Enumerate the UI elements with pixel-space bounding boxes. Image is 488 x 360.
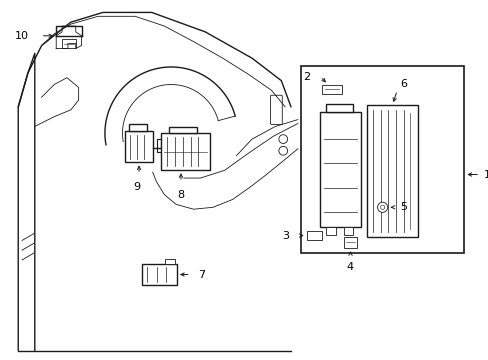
- Text: 9: 9: [133, 182, 141, 192]
- Text: 2: 2: [303, 72, 310, 82]
- FancyBboxPatch shape: [325, 227, 335, 235]
- Text: 10: 10: [15, 31, 29, 41]
- Circle shape: [278, 147, 287, 155]
- FancyBboxPatch shape: [165, 259, 175, 264]
- Text: 7: 7: [198, 270, 205, 279]
- FancyBboxPatch shape: [270, 95, 282, 125]
- Text: 4: 4: [346, 262, 353, 272]
- Text: 8: 8: [177, 190, 184, 200]
- FancyBboxPatch shape: [129, 125, 146, 131]
- FancyBboxPatch shape: [161, 133, 210, 170]
- Circle shape: [380, 205, 384, 210]
- Text: 6: 6: [399, 78, 407, 89]
- Text: 5: 5: [399, 202, 407, 212]
- FancyBboxPatch shape: [169, 127, 196, 133]
- FancyBboxPatch shape: [156, 139, 161, 153]
- FancyBboxPatch shape: [343, 227, 353, 235]
- FancyBboxPatch shape: [325, 104, 353, 112]
- FancyBboxPatch shape: [343, 237, 357, 248]
- FancyBboxPatch shape: [300, 66, 464, 253]
- Circle shape: [278, 135, 287, 144]
- FancyBboxPatch shape: [125, 131, 152, 162]
- Circle shape: [377, 202, 387, 212]
- FancyBboxPatch shape: [142, 264, 177, 285]
- FancyBboxPatch shape: [306, 231, 322, 240]
- FancyBboxPatch shape: [320, 112, 361, 227]
- FancyBboxPatch shape: [322, 85, 341, 94]
- Text: 3: 3: [282, 230, 288, 240]
- FancyBboxPatch shape: [366, 105, 417, 237]
- Text: 1: 1: [483, 170, 488, 180]
